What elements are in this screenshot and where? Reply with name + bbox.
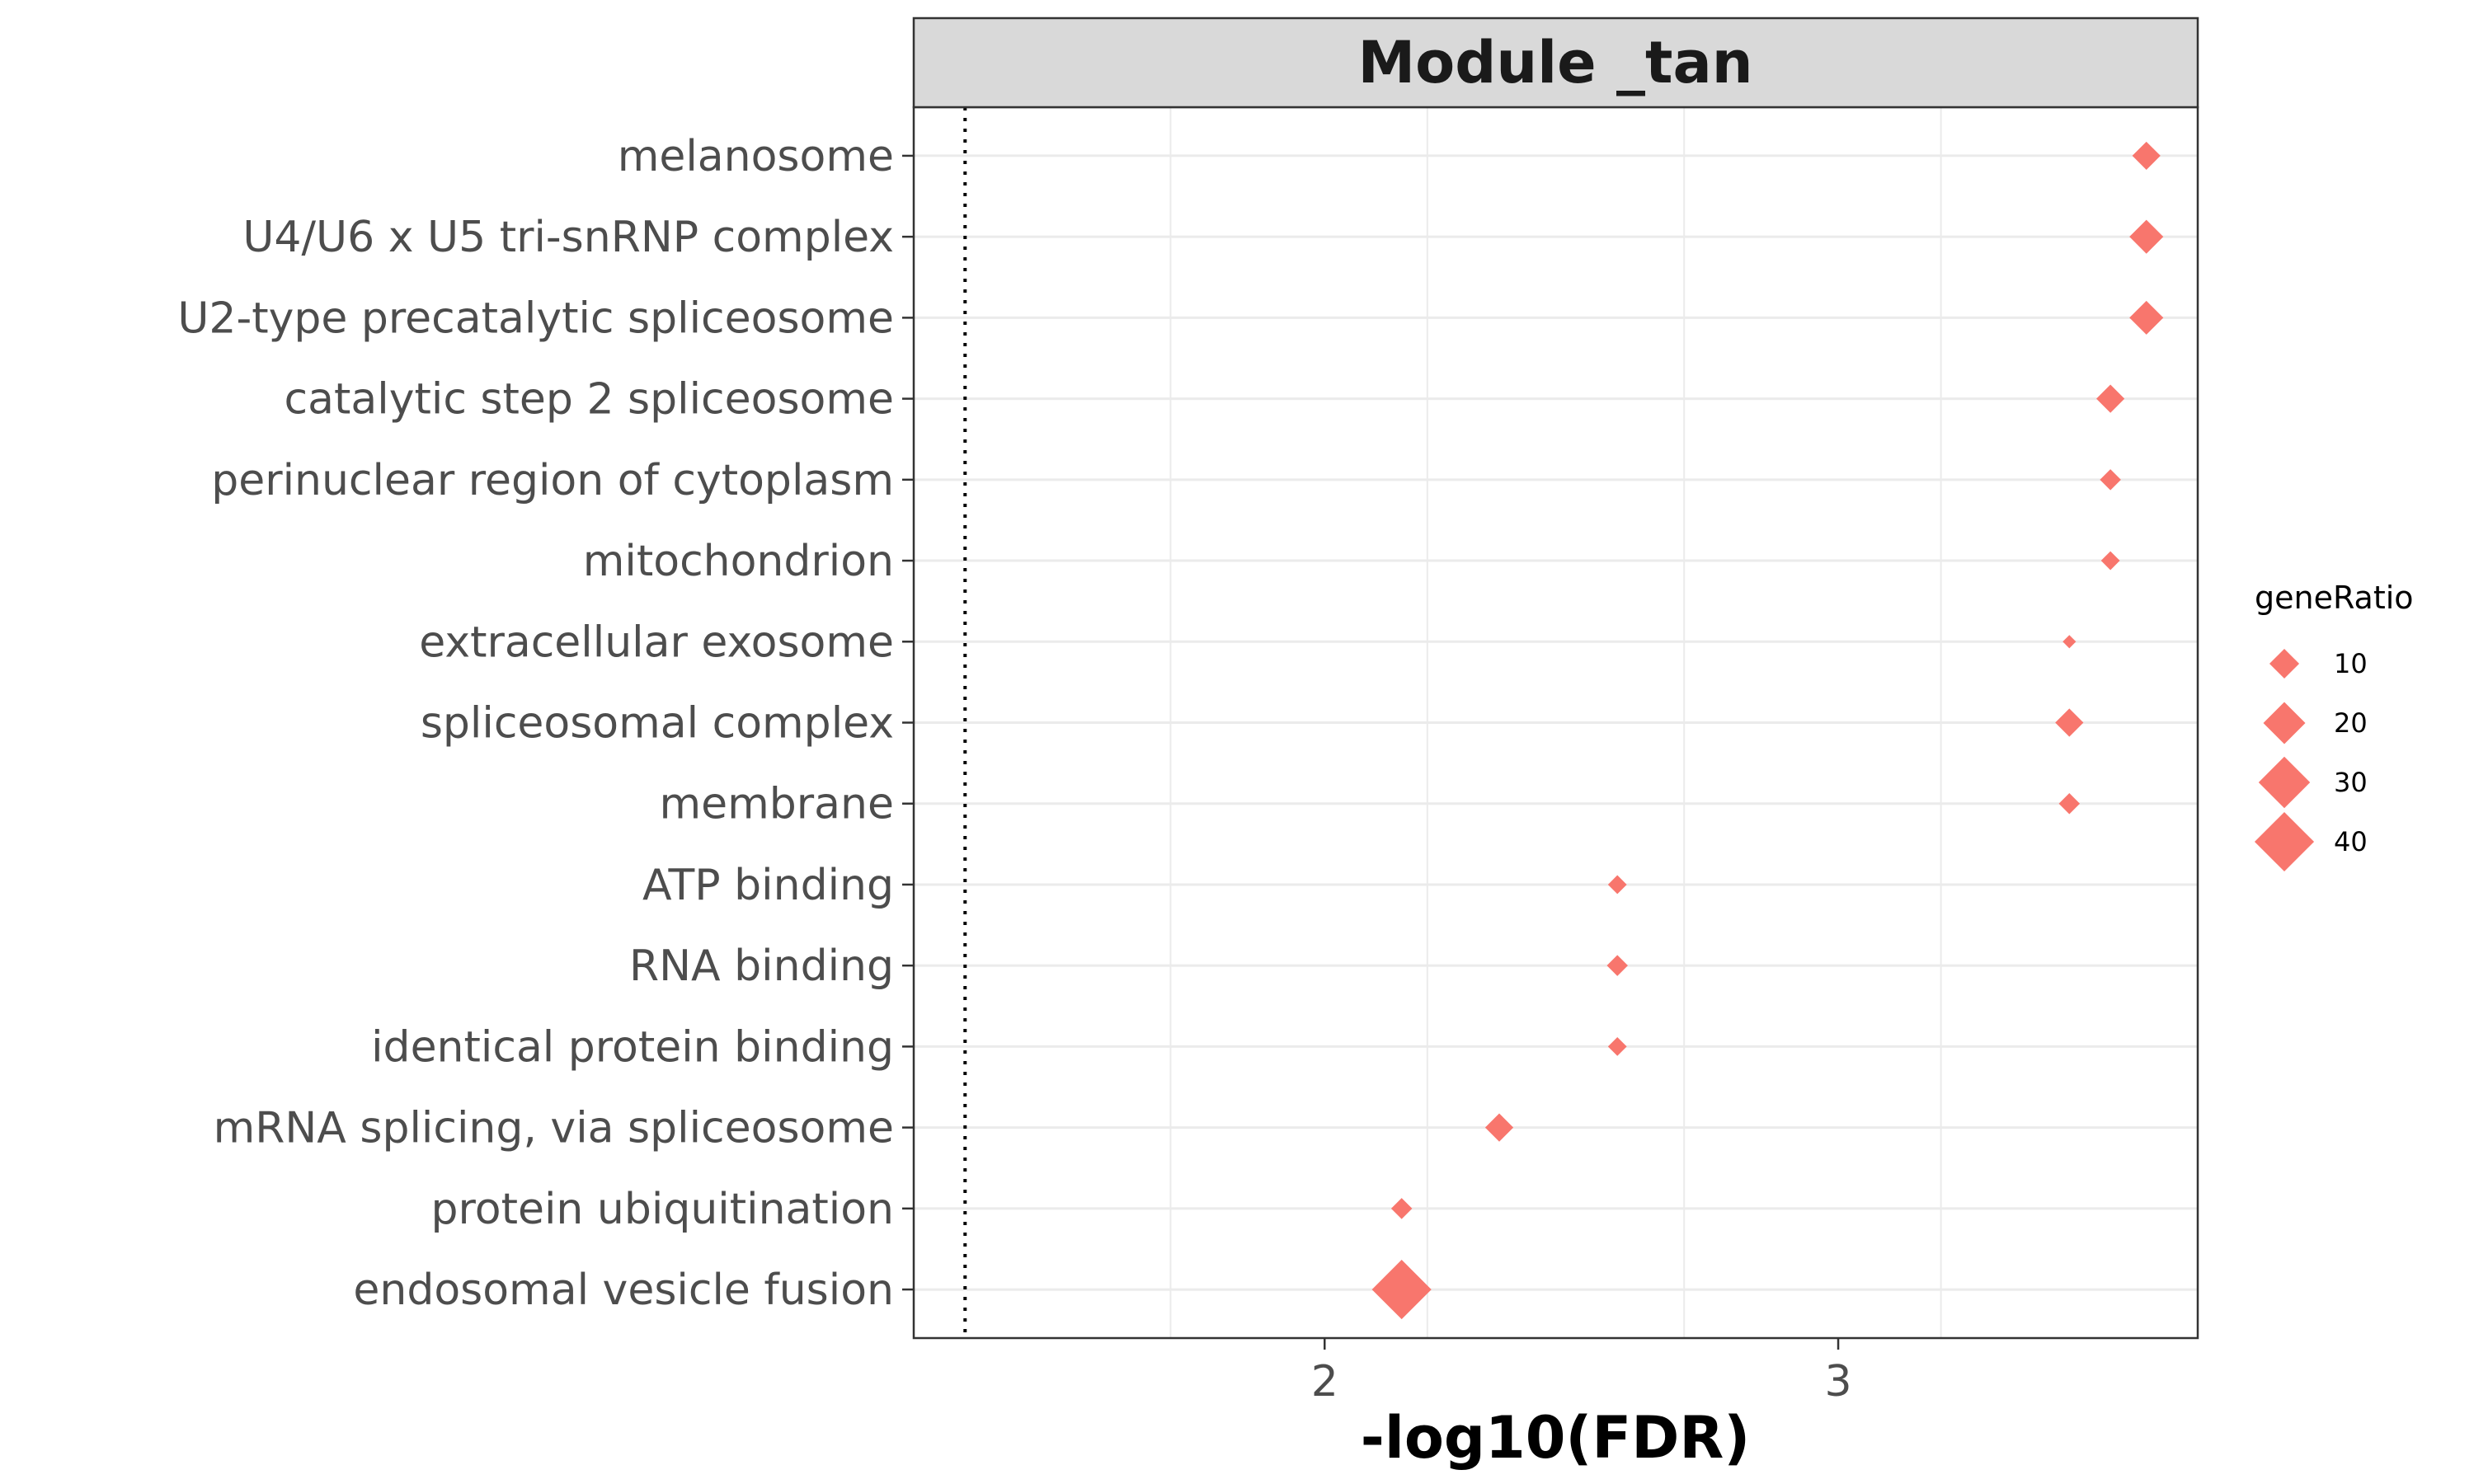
legend-key: [2269, 648, 2300, 679]
y-tick-label: U4/U6 x U5 tri-snRNP complex: [242, 213, 894, 262]
legend-label: 20: [2334, 707, 2368, 739]
legend: geneRatio 10 20 30 40: [2254, 580, 2414, 872]
y-tick-label: perinuclear region of cytoplasm: [211, 456, 894, 505]
facet-strip-title: Module _tan: [1357, 29, 1752, 96]
data-point: [1607, 1036, 1627, 1056]
data-point: [1371, 1260, 1432, 1320]
legend-label: 30: [2334, 767, 2368, 798]
x-tick-label: 3: [1824, 1357, 1851, 1407]
data-point: [2100, 469, 2121, 491]
y-tick-label: ATP binding: [642, 861, 894, 910]
legend-key: [2263, 702, 2306, 744]
legend-key: [2258, 756, 2311, 809]
y-tick-label: protein ubiquitination: [431, 1185, 894, 1234]
y-tick-label: identical protein binding: [371, 1022, 894, 1072]
data-point: [2096, 384, 2125, 413]
y-tick-label: spliceosomal complex: [421, 699, 894, 749]
data-point: [2100, 551, 2120, 571]
data-point: [2058, 792, 2081, 815]
data-point: [2132, 141, 2161, 171]
x-axis-title: -log10(FDR): [1361, 1404, 1750, 1472]
y-tick-label: mRNA splicing, via spliceosome: [214, 1104, 894, 1153]
data-point: [2055, 708, 2084, 737]
y-tick-label: extracellular exosome: [419, 618, 894, 667]
legend-key: [2254, 811, 2315, 872]
y-tick-label: membrane: [659, 780, 894, 829]
y-tick-label: catalytic step 2 spliceosome: [285, 375, 894, 425]
facet-strip: [912, 16, 2199, 109]
data-point: [2129, 219, 2164, 254]
data-points: [1371, 141, 2164, 1320]
y-tick-label: melanosome: [618, 132, 894, 181]
data-point: [1390, 1198, 1413, 1219]
data-point: [1484, 1113, 1514, 1142]
data-point: [1606, 955, 1628, 976]
y-tick-label: RNA binding: [629, 942, 894, 991]
legend-label: 10: [2334, 648, 2368, 679]
y-tick-label: U2-type precatalytic spliceosome: [177, 294, 894, 343]
data-point: [2129, 300, 2164, 335]
legend-title: geneRatio: [2255, 580, 2414, 616]
y-axis-labels: melanosome U4/U6 x U5 tri-snRNP complex U2…: [177, 132, 914, 1315]
legend-label: 40: [2334, 826, 2368, 857]
y-tick-label: mitochondrion: [583, 537, 894, 586]
data-point: [1607, 875, 1627, 895]
y-tick-label: endosomal vesicle fusion: [353, 1266, 894, 1315]
data-point: [2062, 635, 2077, 649]
x-tick-label: 2: [1311, 1357, 1338, 1407]
